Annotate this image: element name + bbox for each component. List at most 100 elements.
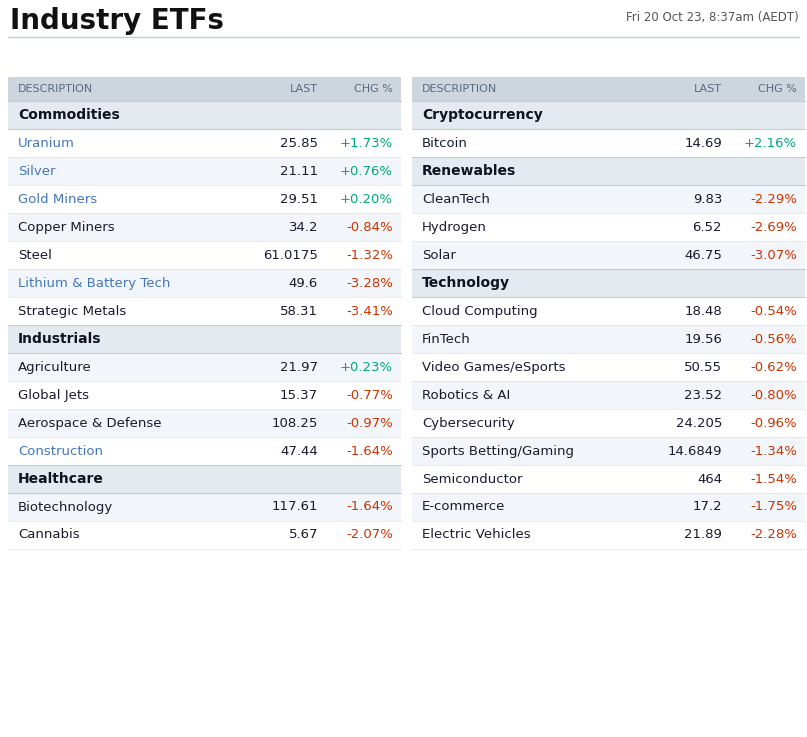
Text: FinTech: FinTech bbox=[422, 332, 470, 346]
Text: Technology: Technology bbox=[422, 276, 510, 290]
Text: Gold Miners: Gold Miners bbox=[18, 192, 97, 206]
Text: +0.20%: +0.20% bbox=[340, 192, 393, 206]
Text: -2.29%: -2.29% bbox=[751, 192, 797, 206]
Text: 14.69: 14.69 bbox=[684, 136, 722, 150]
Text: Bitcoin: Bitcoin bbox=[422, 136, 468, 150]
Text: Agriculture: Agriculture bbox=[18, 360, 92, 374]
Text: Cloud Computing: Cloud Computing bbox=[422, 304, 537, 318]
Text: 50.55: 50.55 bbox=[684, 360, 722, 374]
Bar bbox=[412, 297, 805, 325]
Bar bbox=[412, 325, 805, 353]
Text: -1.54%: -1.54% bbox=[751, 472, 797, 486]
Bar bbox=[412, 129, 805, 157]
Bar bbox=[412, 381, 805, 409]
Text: Fri 20 Oct 23, 8:37am (AEDT): Fri 20 Oct 23, 8:37am (AEDT) bbox=[626, 11, 799, 24]
Text: -1.34%: -1.34% bbox=[751, 444, 797, 458]
Text: CHG %: CHG % bbox=[758, 84, 797, 94]
Text: Semiconductor: Semiconductor bbox=[422, 472, 522, 486]
Text: 23.52: 23.52 bbox=[684, 388, 722, 402]
Bar bbox=[412, 213, 805, 241]
Bar bbox=[8, 157, 401, 185]
Text: LAST: LAST bbox=[290, 84, 318, 94]
Text: Commodities: Commodities bbox=[18, 108, 119, 122]
Bar bbox=[8, 465, 401, 493]
Text: -1.64%: -1.64% bbox=[346, 500, 393, 514]
Text: 9.83: 9.83 bbox=[692, 192, 722, 206]
Text: Uranium: Uranium bbox=[18, 136, 75, 150]
Text: Robotics & AI: Robotics & AI bbox=[422, 388, 510, 402]
Text: Industrials: Industrials bbox=[18, 332, 102, 346]
Bar bbox=[412, 157, 805, 185]
Text: 6.52: 6.52 bbox=[692, 220, 722, 234]
Text: 117.61: 117.61 bbox=[271, 500, 318, 514]
Bar bbox=[8, 437, 401, 465]
Text: 15.37: 15.37 bbox=[280, 388, 318, 402]
Bar bbox=[8, 521, 401, 549]
Bar bbox=[412, 77, 805, 101]
Bar bbox=[412, 185, 805, 213]
Text: 19.56: 19.56 bbox=[684, 332, 722, 346]
Text: Biotechnology: Biotechnology bbox=[18, 500, 113, 514]
Text: -0.77%: -0.77% bbox=[346, 388, 393, 402]
Text: -1.75%: -1.75% bbox=[750, 500, 797, 514]
Text: -1.64%: -1.64% bbox=[346, 444, 393, 458]
Bar bbox=[8, 101, 401, 129]
Text: 61.0175: 61.0175 bbox=[263, 248, 318, 262]
Text: Cryptocurrency: Cryptocurrency bbox=[422, 108, 543, 122]
Text: CleanTech: CleanTech bbox=[422, 192, 490, 206]
Text: 49.6: 49.6 bbox=[289, 276, 318, 290]
Text: 46.75: 46.75 bbox=[684, 248, 722, 262]
Text: +0.23%: +0.23% bbox=[340, 360, 393, 374]
Text: 24.205: 24.205 bbox=[675, 416, 722, 430]
Bar bbox=[412, 353, 805, 381]
Bar bbox=[8, 325, 401, 353]
Text: -0.80%: -0.80% bbox=[751, 388, 797, 402]
Text: -0.54%: -0.54% bbox=[751, 304, 797, 318]
Bar bbox=[8, 381, 401, 409]
Text: Healthcare: Healthcare bbox=[18, 472, 104, 486]
Bar bbox=[8, 353, 401, 381]
Text: +1.73%: +1.73% bbox=[340, 136, 393, 150]
Bar bbox=[8, 297, 401, 325]
Text: 58.31: 58.31 bbox=[280, 304, 318, 318]
Text: -2.07%: -2.07% bbox=[346, 528, 393, 542]
Bar bbox=[8, 493, 401, 521]
Bar bbox=[8, 77, 401, 101]
Text: 14.6849: 14.6849 bbox=[667, 444, 722, 458]
Text: -2.28%: -2.28% bbox=[751, 528, 797, 542]
Bar bbox=[412, 465, 805, 493]
Text: Steel: Steel bbox=[18, 248, 52, 262]
Text: Cybersecurity: Cybersecurity bbox=[422, 416, 515, 430]
Text: CHG %: CHG % bbox=[354, 84, 393, 94]
Bar bbox=[412, 521, 805, 549]
Bar bbox=[8, 129, 401, 157]
Text: 21.89: 21.89 bbox=[684, 528, 722, 542]
Text: Copper Miners: Copper Miners bbox=[18, 220, 115, 234]
Text: +2.16%: +2.16% bbox=[744, 136, 797, 150]
Text: 464: 464 bbox=[697, 472, 722, 486]
Text: Aerospace & Defense: Aerospace & Defense bbox=[18, 416, 161, 430]
Text: Electric Vehicles: Electric Vehicles bbox=[422, 528, 531, 542]
Text: Solar: Solar bbox=[422, 248, 456, 262]
Bar bbox=[412, 241, 805, 269]
Text: Renewables: Renewables bbox=[422, 164, 516, 178]
Bar bbox=[8, 241, 401, 269]
Bar bbox=[412, 409, 805, 437]
Text: 25.85: 25.85 bbox=[280, 136, 318, 150]
Text: 21.11: 21.11 bbox=[280, 164, 318, 178]
Text: Sports Betting/Gaming: Sports Betting/Gaming bbox=[422, 444, 574, 458]
Bar bbox=[412, 101, 805, 129]
Text: -1.32%: -1.32% bbox=[346, 248, 393, 262]
Text: Video Games/eSports: Video Games/eSports bbox=[422, 360, 566, 374]
Text: -2.69%: -2.69% bbox=[751, 220, 797, 234]
Text: Strategic Metals: Strategic Metals bbox=[18, 304, 126, 318]
Text: +0.76%: +0.76% bbox=[340, 164, 393, 178]
Text: DESCRIPTION: DESCRIPTION bbox=[18, 84, 94, 94]
Text: DESCRIPTION: DESCRIPTION bbox=[422, 84, 497, 94]
Text: -0.96%: -0.96% bbox=[751, 416, 797, 430]
Bar bbox=[8, 409, 401, 437]
Bar bbox=[412, 269, 805, 297]
Text: 47.44: 47.44 bbox=[280, 444, 318, 458]
Bar bbox=[8, 213, 401, 241]
Text: -3.07%: -3.07% bbox=[751, 248, 797, 262]
